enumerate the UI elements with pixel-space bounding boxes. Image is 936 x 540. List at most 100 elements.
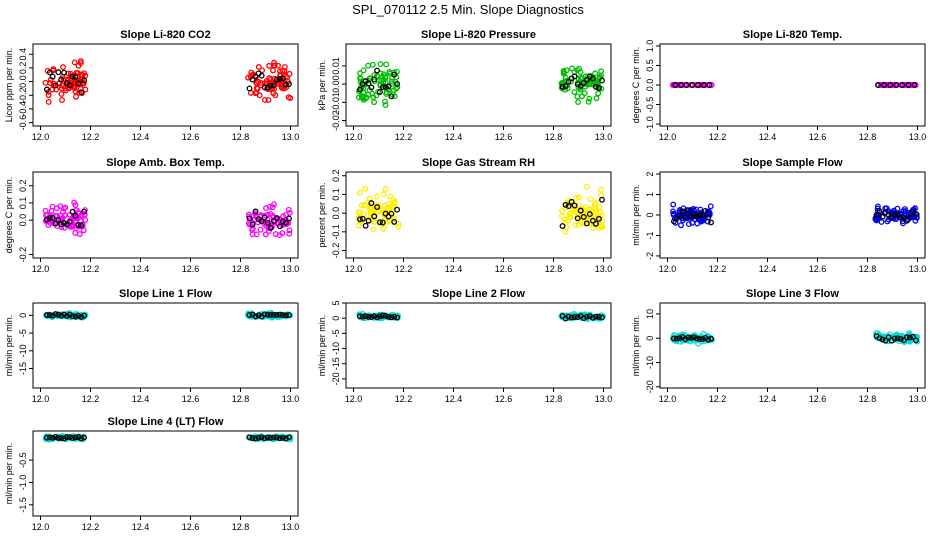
- data-point-reference: [589, 75, 596, 82]
- data-point: [582, 73, 589, 80]
- x-tick-label: 12.2: [395, 132, 413, 142]
- data-point: [355, 209, 362, 216]
- y-tick-label: -0.2: [331, 243, 341, 259]
- data-point: [42, 79, 49, 86]
- data-point-reference: [261, 214, 268, 221]
- data-point-reference: [359, 313, 366, 320]
- data-point-reference: [391, 218, 398, 225]
- data-point-reference: [909, 333, 916, 340]
- x-tick-label: 13.0: [595, 264, 613, 274]
- y-tick-label: 0.2: [331, 169, 341, 182]
- data-point-reference: [376, 219, 383, 226]
- data-point: [383, 61, 390, 68]
- panel-title: Slope Li-820 CO2: [120, 29, 210, 41]
- data-point: [60, 64, 66, 71]
- data-point-reference: [388, 210, 395, 217]
- y-tick-label: 10: [645, 309, 655, 319]
- data-point-reference: [279, 312, 286, 319]
- data-point-reference: [913, 337, 919, 344]
- data-point: [77, 58, 84, 64]
- x-tick-label: 13.0: [282, 522, 300, 532]
- data-point: [72, 88, 79, 95]
- chart-panel-10: Slope Line 4 (LT) Flow 12.0 12.2 12.4 12.6 12…: [4, 416, 299, 532]
- data-point: [388, 78, 395, 85]
- x-tick-label: 12.8: [232, 522, 250, 532]
- chart-panel-2: Slope Li-820 Pressure 12.0 12.2 12.4 12.6 12.…: [317, 29, 612, 142]
- data-point: [255, 78, 262, 85]
- data-point-reference: [873, 211, 880, 218]
- data-point: [670, 201, 677, 208]
- panel-title: Slope Amb. Box Temp.: [106, 157, 225, 169]
- figure-title: SPL_070112 2.5 Min. Slope Diagnostics: [352, 2, 584, 17]
- data-point: [358, 94, 365, 101]
- panel-title: Slope Line 1 Flow: [119, 288, 212, 300]
- y-tick-label: 1.0: [645, 40, 655, 53]
- data-point-reference: [699, 336, 706, 343]
- data-point: [685, 221, 692, 228]
- data-point-reference: [879, 336, 886, 343]
- data-point: [271, 201, 277, 208]
- x-tick-label: 12.8: [545, 264, 563, 274]
- data-point: [255, 64, 262, 70]
- y-tick-label: 5: [331, 300, 341, 305]
- data-point-reference: [264, 219, 271, 226]
- data-point-reference: [58, 76, 65, 83]
- x-tick-label: 12.8: [232, 132, 250, 142]
- data-point-reference: [75, 222, 82, 228]
- y-tick-label: -0.2: [18, 87, 28, 103]
- data-point-reference: [693, 213, 700, 220]
- data-point-reference: [246, 312, 253, 318]
- panel-title: Slope Line 2 Flow: [432, 288, 525, 300]
- data-point: [590, 224, 597, 231]
- data-point: [572, 222, 579, 228]
- data-point-reference: [894, 211, 901, 217]
- y-axis-label: ml/min per min.: [4, 443, 14, 505]
- data-point-reference: [679, 208, 686, 215]
- y-tick-label: -10: [331, 342, 341, 355]
- x-tick-label: 12.0: [659, 132, 677, 142]
- x-tick-label: 12.4: [132, 394, 150, 404]
- data-point: [286, 227, 293, 234]
- y-axis-label: ml/min per min.: [631, 315, 641, 377]
- data-point: [286, 70, 293, 77]
- data-point-reference: [670, 335, 677, 342]
- data-point-reference: [273, 434, 280, 441]
- x-tick-label: 12.0: [345, 394, 363, 404]
- data-point-reference: [897, 336, 904, 342]
- data-point: [270, 214, 277, 221]
- data-point-reference: [286, 312, 292, 319]
- y-tick-label: -10: [18, 344, 28, 357]
- data-point-reference: [374, 67, 381, 74]
- x-tick-label: 12.4: [759, 264, 777, 274]
- data-point-reference: [376, 89, 383, 95]
- data-point-reference: [583, 313, 590, 320]
- data-point-reference: [69, 208, 76, 215]
- data-point-reference: [46, 215, 53, 222]
- data-point-reference: [394, 206, 401, 213]
- data-point: [373, 193, 380, 200]
- data-point: [670, 208, 677, 215]
- data-point-reference: [388, 314, 395, 321]
- data-point: [678, 222, 684, 229]
- y-tick-label: -0.6: [18, 115, 28, 131]
- data-point-reference: [75, 80, 82, 87]
- data-point-reference: [682, 214, 689, 221]
- y-tick-label: -0.4: [18, 101, 28, 117]
- y-tick-label: 0.5: [645, 59, 655, 72]
- data-point-reference: [695, 82, 702, 88]
- data-point-reference: [379, 312, 386, 319]
- data-point: [708, 82, 715, 88]
- x-tick-label: 12.4: [445, 132, 463, 142]
- data-point: [272, 92, 279, 99]
- data-point: [581, 90, 588, 97]
- data-point-reference: [356, 313, 363, 320]
- x-tick-label: 13.0: [282, 132, 300, 142]
- data-point: [566, 211, 573, 218]
- x-tick-label: 12.6: [809, 394, 827, 404]
- data-point: [598, 223, 605, 230]
- y-tick-label: -0.01: [331, 92, 341, 113]
- x-tick-label: 12.8: [545, 132, 563, 142]
- data-point-reference: [911, 82, 918, 88]
- data-point-reference: [875, 82, 881, 88]
- data-point: [249, 227, 255, 234]
